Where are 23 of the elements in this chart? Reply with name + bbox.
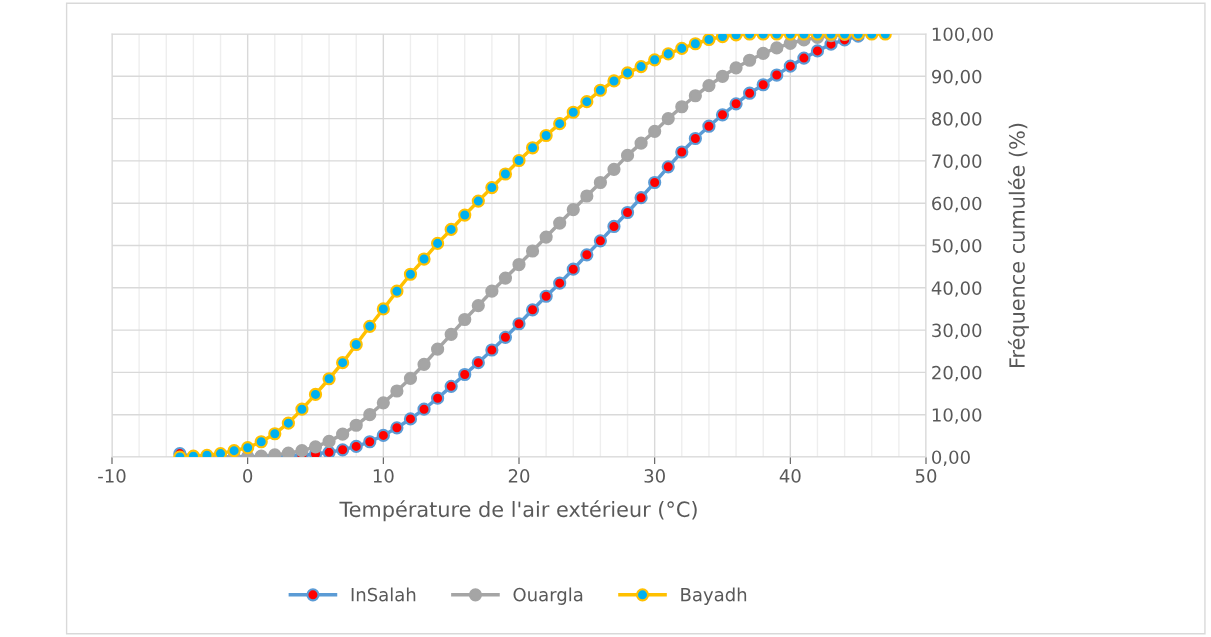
x-tick-label: 20: [508, 469, 530, 483]
y-tick-label: 40,00: [931, 281, 982, 297]
legend-label: InSalah: [351, 587, 416, 602]
y-tick-label: 80,00: [932, 112, 982, 128]
y-tick-label: 90,00: [932, 69, 982, 86]
x-tick-label: 40: [779, 469, 801, 483]
x-axis-title: Température de l'air extérieur (°C): [339, 500, 697, 522]
y-tick-label: 100,00: [932, 27, 993, 43]
x-tick-label: 0: [243, 469, 253, 483]
y-tick-label: 10,00: [932, 408, 982, 424]
legend-label: Ouargla: [513, 587, 583, 605]
y-tick-label: 20,00: [932, 365, 982, 382]
x-tick-label: 50: [915, 469, 937, 483]
y-tick-label: 60,00: [932, 196, 982, 213]
x-tick-label: -10: [98, 469, 126, 483]
y-axis-title: Fréquence cumulée (%): [1007, 123, 1029, 367]
y-tick-label: 50,00: [932, 238, 982, 255]
legend-label: Bayadh: [681, 587, 747, 605]
x-tick-label: 10: [373, 469, 394, 483]
y-tick-label: 70,00: [932, 154, 982, 170]
y-tick-label: 0,00: [932, 450, 970, 466]
x-tick-label: 30: [644, 469, 665, 483]
y-tick-label: 30,00: [932, 323, 982, 340]
